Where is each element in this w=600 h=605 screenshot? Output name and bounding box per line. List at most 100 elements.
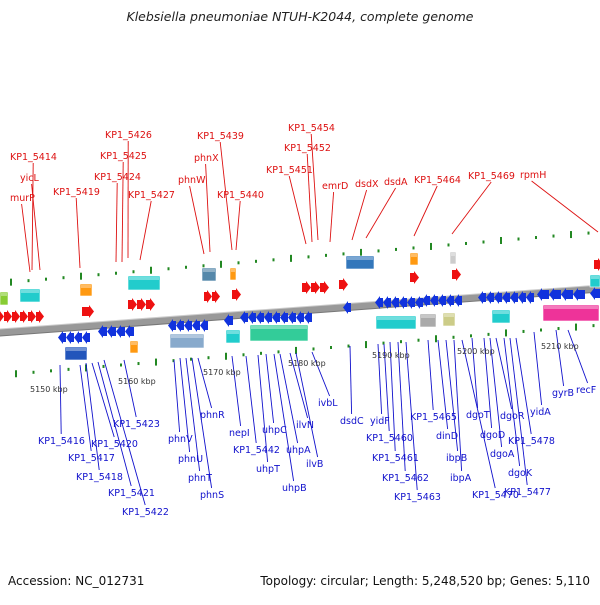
tick-mark bbox=[330, 346, 332, 349]
forward-gene-label: yicL bbox=[20, 173, 39, 184]
feature-box-shine bbox=[81, 285, 91, 288]
reverse-leader-line bbox=[192, 358, 212, 488]
reverse-gene-label: phnT bbox=[188, 473, 212, 484]
tick-mark bbox=[15, 370, 17, 377]
reverse-gene-label: KP1_5463 bbox=[394, 492, 441, 503]
forward-gene-label: KP1_5464 bbox=[414, 175, 461, 186]
forward-gene-label: KP1_5451 bbox=[266, 165, 313, 176]
forward-gene-arrow bbox=[0, 310, 4, 323]
kbp-tick-label: 5200 kbp bbox=[457, 347, 495, 356]
tick-mark bbox=[593, 324, 595, 327]
tick-mark bbox=[348, 345, 350, 348]
reverse-gene-label: phnU bbox=[178, 454, 203, 465]
map-title: Klebsiella pneumoniae NTUH-K2044, comple… bbox=[0, 9, 600, 24]
genome-summary-text: Topology: circular; Length: 5,248,520 bp… bbox=[260, 574, 590, 588]
reverse-leader-line bbox=[60, 365, 61, 434]
forward-gene-arrow bbox=[137, 298, 146, 311]
tick-mark bbox=[28, 279, 30, 282]
tick-mark bbox=[400, 340, 402, 343]
reverse-gene-label: KP1_5478 bbox=[508, 436, 555, 447]
reverse-gene-label: ilvB bbox=[306, 459, 323, 470]
forward-gene-label: KP1_5440 bbox=[217, 190, 264, 201]
forward-leader-line bbox=[352, 190, 367, 240]
forward-leader-line bbox=[330, 192, 334, 242]
forward-gene-label: dsdX bbox=[355, 179, 379, 190]
tick-mark bbox=[553, 235, 555, 238]
forward-gene-label: KP1_5439 bbox=[197, 131, 244, 142]
reverse-leader-line bbox=[398, 342, 405, 471]
tick-mark bbox=[435, 335, 437, 342]
tick-mark bbox=[465, 242, 467, 245]
kbp-tick-label: 5190 kbp bbox=[372, 351, 410, 360]
tick-mark bbox=[500, 237, 502, 244]
tick-mark bbox=[505, 329, 507, 336]
feature-box-shine bbox=[493, 311, 509, 314]
kbp-tick-label: 5160 kbp bbox=[118, 377, 156, 386]
tick-mark bbox=[413, 246, 415, 249]
tick-mark bbox=[325, 254, 327, 257]
tick-mark bbox=[260, 352, 262, 355]
forward-gene-arrow bbox=[28, 310, 36, 323]
reverse-leader-line bbox=[496, 338, 512, 409]
reverse-leader-line bbox=[556, 330, 564, 386]
kbp-tick-label: 5210 kbp bbox=[541, 342, 579, 351]
tick-mark bbox=[558, 327, 560, 330]
reverse-leader-line bbox=[198, 358, 212, 408]
forward-leader-line bbox=[532, 181, 598, 232]
reverse-gene-label: dinD bbox=[436, 431, 458, 442]
tick-mark bbox=[273, 258, 275, 261]
reverse-gene-label: KP1_5421 bbox=[108, 488, 155, 499]
reverse-gene-label: phnV bbox=[168, 434, 193, 445]
forward-leader-line bbox=[76, 198, 80, 268]
reverse-gene-label: dgoR bbox=[500, 411, 525, 422]
reverse-leader-line bbox=[174, 360, 180, 432]
reverse-gene-label: gyrB bbox=[552, 388, 574, 399]
tick-mark bbox=[430, 243, 432, 250]
tick-mark bbox=[470, 334, 472, 337]
tick-mark bbox=[378, 249, 380, 252]
forward-gene-arrow bbox=[4, 310, 12, 323]
tick-mark bbox=[103, 365, 105, 368]
tick-mark bbox=[220, 261, 222, 268]
reverse-gene-label: KP1_5442 bbox=[233, 445, 280, 456]
reverse-gene-label: uhpA bbox=[286, 445, 311, 456]
accession-text: Accession: NC_012731 bbox=[8, 574, 144, 588]
forward-leader-line bbox=[452, 182, 491, 234]
forward-gene-label: phnW bbox=[178, 175, 206, 186]
forward-leader-line bbox=[206, 164, 210, 252]
tick-mark bbox=[238, 261, 240, 264]
tick-mark bbox=[255, 260, 257, 263]
reverse-gene-label: KP1_5420 bbox=[91, 439, 138, 450]
forward-gene-label: rpmH bbox=[520, 170, 546, 181]
reverse-gene-arrow bbox=[58, 331, 66, 344]
tick-mark bbox=[308, 255, 310, 258]
forward-gene-label: KP1_5426 bbox=[105, 130, 152, 141]
forward-gene-label: KP1_5427 bbox=[128, 190, 175, 201]
forward-gene-arrow bbox=[82, 305, 94, 318]
reverse-gene-label: yidA bbox=[530, 407, 551, 418]
feature-box-shine bbox=[377, 317, 415, 320]
reverse-gene-label: KP1_5416 bbox=[38, 436, 85, 447]
reverse-gene-label: KP1_5462 bbox=[382, 473, 429, 484]
tick-mark bbox=[343, 252, 345, 255]
forward-gene-label: emrD bbox=[322, 181, 348, 192]
reverse-gene-label: uhpC bbox=[262, 425, 287, 436]
reverse-leader-line bbox=[92, 363, 114, 437]
feature-box-shine bbox=[131, 342, 137, 345]
forward-leader-line bbox=[414, 186, 437, 236]
reverse-gene-label: KP1_5423 bbox=[113, 419, 160, 430]
reverse-gene-arrow bbox=[407, 296, 415, 309]
tick-mark bbox=[98, 273, 100, 276]
reverse-gene-label: KP1_5461 bbox=[372, 453, 419, 464]
tick-mark bbox=[365, 341, 367, 348]
forward-gene-arrow bbox=[146, 298, 155, 311]
reverse-gene-label: dsdC bbox=[340, 416, 364, 427]
reverse-gene-label: phnS bbox=[200, 490, 224, 501]
tick-mark bbox=[68, 368, 70, 371]
feature-box-shine bbox=[231, 269, 235, 272]
forward-gene-label: KP1_5454 bbox=[288, 123, 335, 134]
feature-box-shine bbox=[203, 269, 215, 272]
tick-mark bbox=[523, 330, 525, 333]
tick-mark bbox=[120, 364, 122, 367]
